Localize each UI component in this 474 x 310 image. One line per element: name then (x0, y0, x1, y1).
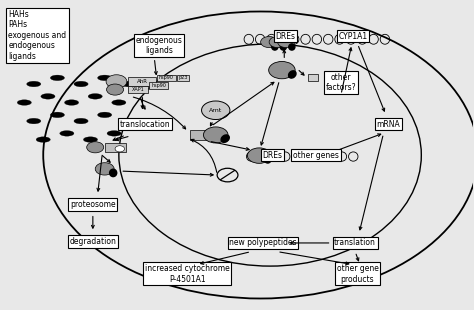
Text: AhR: AhR (137, 79, 147, 84)
Circle shape (278, 37, 295, 48)
Ellipse shape (221, 135, 229, 142)
Ellipse shape (109, 169, 117, 177)
Ellipse shape (74, 118, 88, 124)
Ellipse shape (27, 81, 41, 87)
Ellipse shape (98, 75, 112, 81)
Text: DREs: DREs (276, 32, 296, 41)
Ellipse shape (17, 100, 31, 105)
Bar (149, 82, 168, 89)
Text: other gene
products: other gene products (337, 264, 378, 284)
Bar (128, 86, 148, 93)
Bar (105, 143, 126, 152)
Text: hsp90: hsp90 (151, 83, 166, 88)
Circle shape (115, 146, 125, 152)
Text: Arnt: Arnt (209, 108, 222, 113)
Ellipse shape (272, 44, 278, 50)
Bar (177, 75, 189, 81)
Ellipse shape (60, 131, 74, 136)
Text: other
factors?: other factors? (326, 73, 356, 92)
Text: translation: translation (334, 238, 376, 247)
Circle shape (261, 37, 278, 48)
Bar (190, 130, 210, 140)
Text: proteosome: proteosome (70, 200, 116, 209)
Text: endogenous
ligands: endogenous ligands (136, 36, 182, 55)
Circle shape (203, 127, 228, 143)
Text: CYP1A1: CYP1A1 (338, 32, 367, 41)
Ellipse shape (121, 118, 136, 124)
Circle shape (247, 148, 271, 163)
Text: new polypeptides: new polypeptides (229, 238, 297, 247)
Circle shape (87, 142, 104, 153)
Text: XAP1: XAP1 (132, 87, 145, 92)
Ellipse shape (27, 118, 41, 124)
Ellipse shape (264, 156, 271, 163)
Circle shape (106, 75, 127, 88)
Text: DREs: DREs (263, 150, 283, 160)
Text: translocation: translocation (119, 120, 170, 129)
Text: degradation: degradation (69, 237, 116, 246)
Circle shape (95, 163, 114, 175)
Text: increased cytochrome
P-4501A1: increased cytochrome P-4501A1 (145, 264, 230, 284)
Circle shape (269, 37, 286, 48)
Text: HAHs
PAHs
exogenous and
endogenous
ligands: HAHs PAHs exogenous and endogenous ligan… (8, 10, 66, 60)
Ellipse shape (64, 100, 79, 105)
Text: mRNA: mRNA (376, 120, 400, 129)
Circle shape (201, 101, 230, 120)
Ellipse shape (121, 81, 136, 87)
Circle shape (269, 61, 295, 79)
Ellipse shape (50, 75, 64, 81)
Ellipse shape (36, 137, 50, 142)
Ellipse shape (88, 94, 102, 99)
Bar (128, 77, 156, 86)
Ellipse shape (74, 81, 88, 87)
Ellipse shape (112, 100, 126, 105)
Ellipse shape (50, 112, 64, 118)
Ellipse shape (289, 71, 296, 78)
Circle shape (107, 84, 124, 95)
Bar (156, 75, 175, 81)
Ellipse shape (83, 137, 98, 142)
Ellipse shape (107, 131, 121, 136)
Text: other genes: other genes (293, 150, 339, 160)
Ellipse shape (41, 94, 55, 99)
Bar (308, 74, 318, 81)
Ellipse shape (280, 44, 286, 50)
Ellipse shape (289, 44, 295, 50)
Text: hsp90: hsp90 (159, 75, 173, 80)
Ellipse shape (98, 112, 112, 118)
Text: p23: p23 (178, 75, 188, 80)
